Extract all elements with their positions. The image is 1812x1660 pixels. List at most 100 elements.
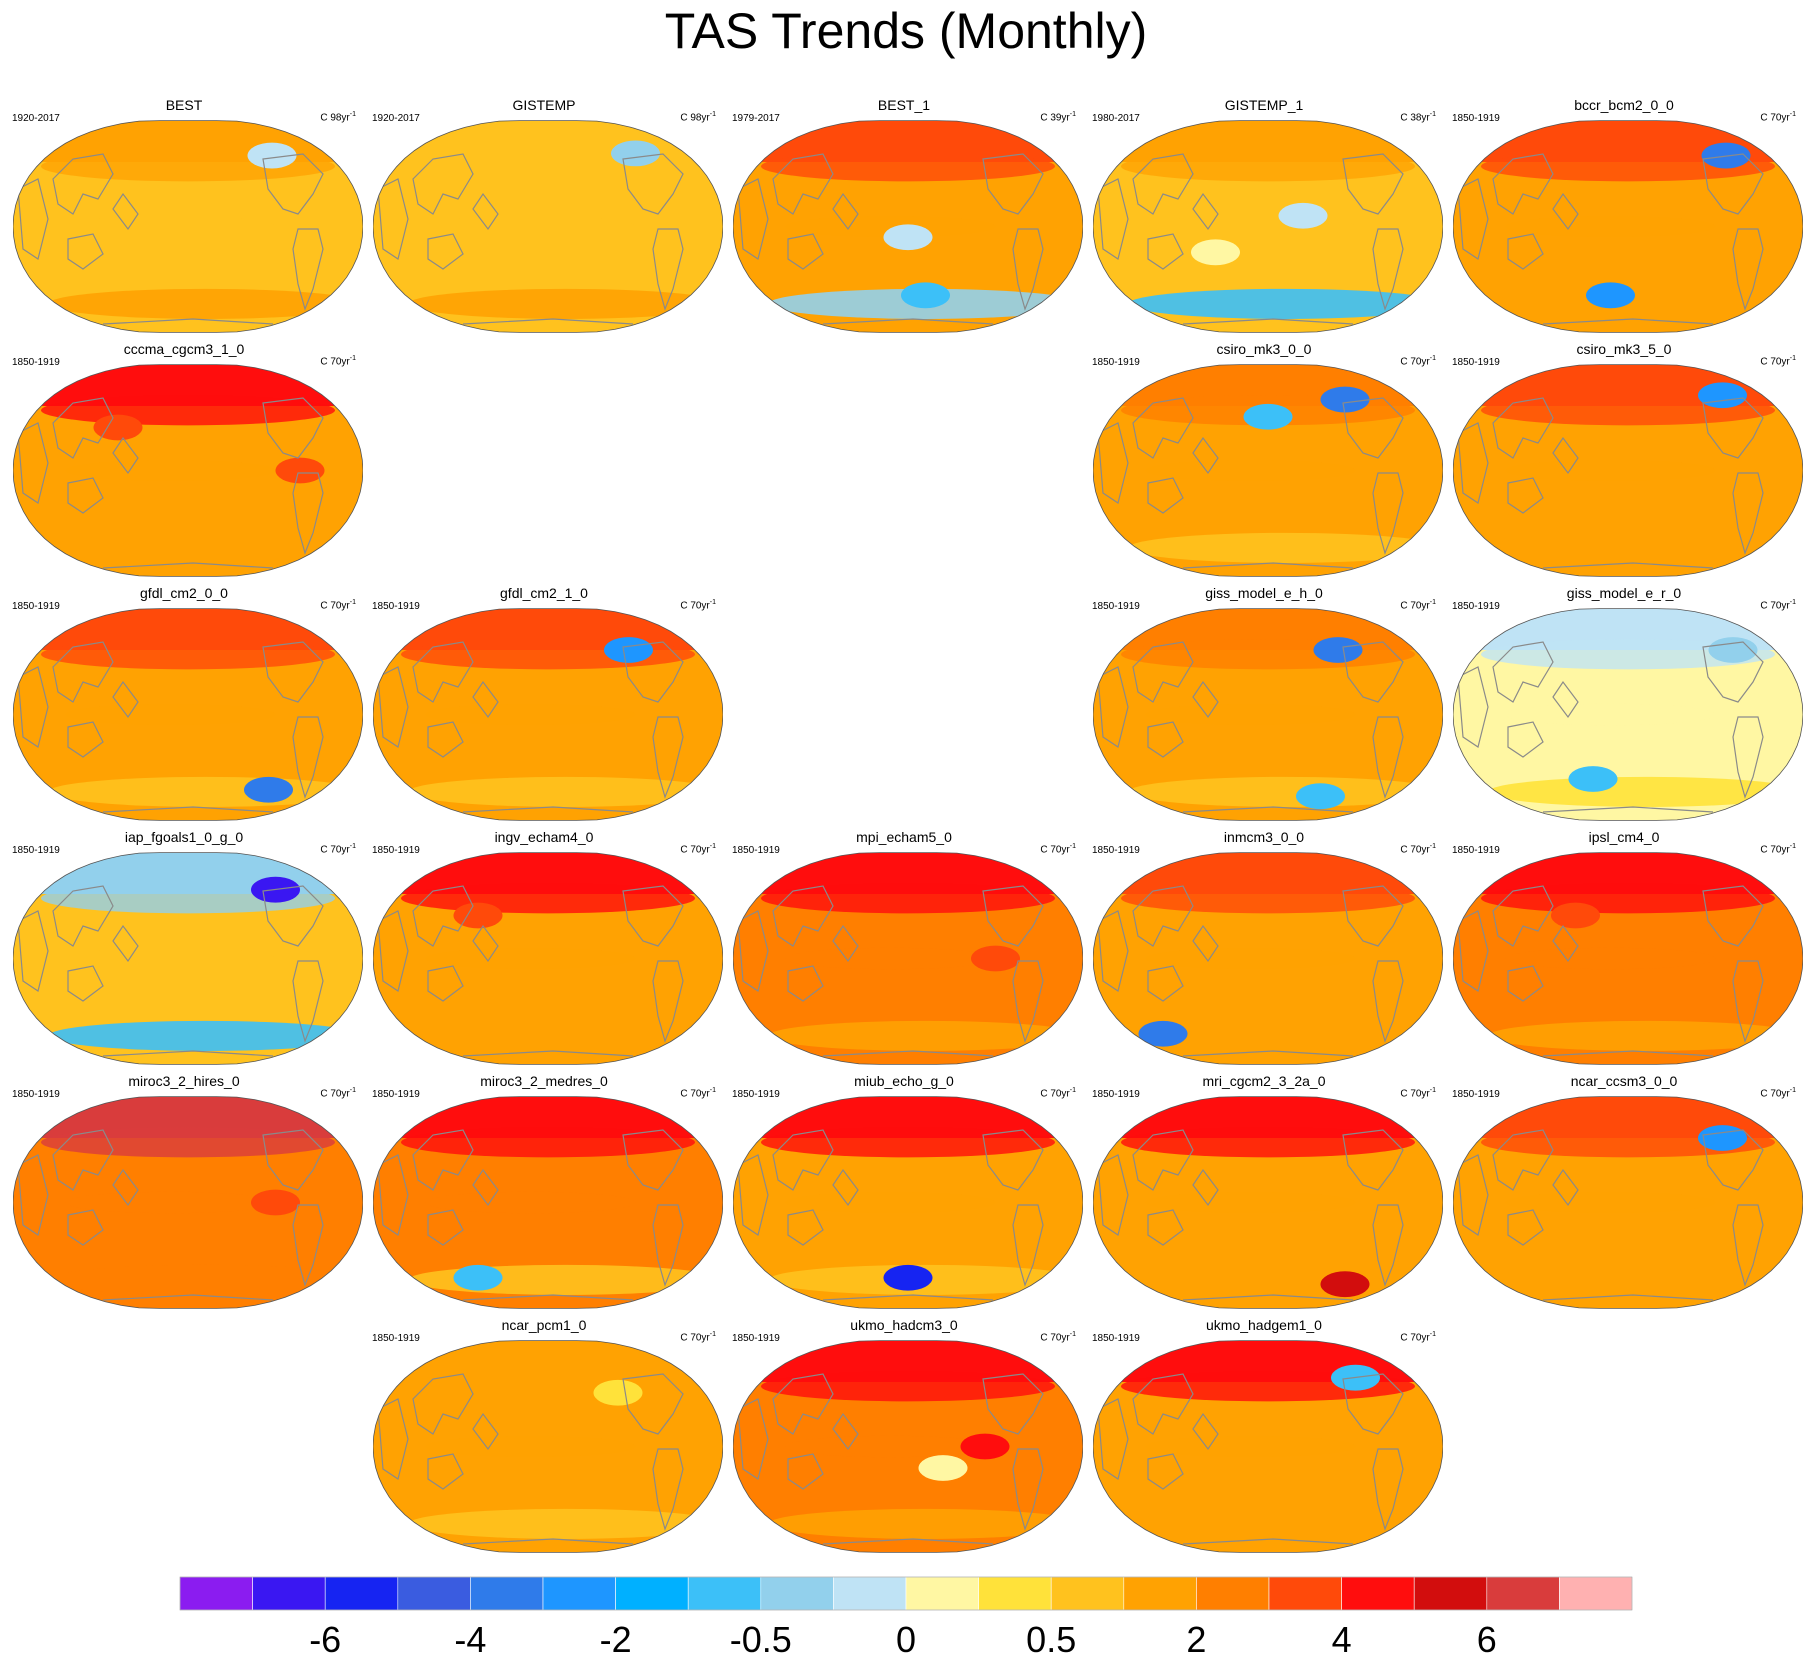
panel-period: 1850-1919 xyxy=(1452,1089,1500,1100)
panel-period: 1979-2017 xyxy=(732,113,780,124)
coastline xyxy=(622,153,684,215)
coastline xyxy=(427,721,464,758)
panel-units-exponent: -1 xyxy=(349,355,356,362)
coastline xyxy=(472,1412,499,1451)
coastline xyxy=(292,960,324,1043)
southern-ocean-band xyxy=(408,776,723,807)
coastline xyxy=(112,924,139,963)
panel-units-exponent: -1 xyxy=(1789,111,1796,118)
colorbar-swatch xyxy=(252,1576,326,1611)
coastline xyxy=(1192,680,1219,719)
coastline xyxy=(1182,1050,1354,1057)
panel-units-exponent: -1 xyxy=(1429,355,1436,362)
anomaly-blob xyxy=(453,902,503,929)
coastline xyxy=(52,1129,114,1191)
coastline xyxy=(67,1209,104,1246)
tropical-band xyxy=(425,703,636,726)
chart-title: TAS Trends (Monthly) xyxy=(664,3,1148,59)
panel-title: inmcm3_0_0 xyxy=(1223,829,1305,845)
map-panel: giss_model_e_h_0 1850-1919 C 70yr-1 xyxy=(1084,585,1444,825)
coastline xyxy=(1732,472,1764,555)
colorbar-tick-label: 0.5 xyxy=(1026,1619,1076,1660)
tropical-band xyxy=(425,1435,636,1458)
coastline xyxy=(52,641,114,703)
map-panel: gfdl_cm2_1_0 1850-1919 C 70yr-1 xyxy=(364,585,724,825)
panel-units-exponent: -1 xyxy=(709,111,716,118)
southern-ocean-band xyxy=(1128,1264,1443,1295)
arctic-band-edge xyxy=(761,1127,1055,1158)
arctic-band-edge xyxy=(1121,1127,1415,1158)
panel-period: 1850-1919 xyxy=(12,1089,60,1100)
anomaly-blob xyxy=(93,414,143,441)
coastline xyxy=(787,965,824,1002)
map-panel: ingv_echam4_0 1850-1919 C 70yr-1 xyxy=(364,829,724,1069)
coastline xyxy=(1182,1294,1354,1301)
coastline xyxy=(652,960,684,1043)
map-panel: csiro_mk3_0_0 1850-1919 C 70yr-1 xyxy=(1084,341,1444,581)
coastline xyxy=(102,806,274,813)
coastline xyxy=(1542,562,1714,569)
tropical-band xyxy=(785,1191,996,1214)
coastline xyxy=(1132,885,1194,947)
tropical-band xyxy=(1505,1191,1716,1214)
coastline xyxy=(17,666,49,748)
panel-period: 1850-1919 xyxy=(372,1333,420,1344)
coastline xyxy=(787,1453,824,1490)
coastline xyxy=(652,716,684,799)
panel-period: 1850-1919 xyxy=(1092,845,1140,856)
colorbar-tick-label: -2 xyxy=(600,1619,632,1660)
panel-units-text: C 70yr xyxy=(1400,356,1430,368)
panel-period: 1850-1919 xyxy=(732,1333,780,1344)
robinson-map xyxy=(1453,852,1803,1065)
panel-units-exponent: -1 xyxy=(349,111,356,118)
panel-title: cccma_cgcm3_1_0 xyxy=(123,341,245,357)
arctic-band-edge xyxy=(1121,151,1415,182)
panel-units-exponent: -1 xyxy=(349,1087,356,1094)
panel-title: BEST_1 xyxy=(877,97,931,113)
colorbar-swatch xyxy=(1268,1576,1342,1611)
robinson-map xyxy=(733,120,1083,333)
panel-units: C 70yr-1 xyxy=(1040,1087,1076,1099)
coastline xyxy=(1182,1538,1354,1545)
coastline xyxy=(1542,1050,1714,1057)
panel-title: mri_cgcm2_3_2a_0 xyxy=(1202,1073,1326,1089)
anomaly-blob xyxy=(971,945,1020,972)
map-panel: iap_fgoals1_0_g_0 1850-1919 C 70yr-1 xyxy=(4,829,364,1069)
coastline xyxy=(462,1294,634,1301)
coastline xyxy=(772,1129,834,1191)
coastline xyxy=(652,1204,684,1287)
coastline xyxy=(1097,422,1129,504)
robinson-map xyxy=(733,852,1083,1065)
coastline xyxy=(982,1373,1044,1435)
panel-units-exponent: -1 xyxy=(709,599,716,606)
panel-title: gfdl_cm2_0_0 xyxy=(140,585,228,601)
robinson-map xyxy=(1093,120,1443,333)
coastline xyxy=(737,1154,769,1236)
panel-title: GISTEMP_1 xyxy=(1224,97,1304,113)
panel-period: 1850-1919 xyxy=(1452,357,1500,368)
panel-period: 1850-1919 xyxy=(732,1089,780,1100)
anomaly-blob xyxy=(611,140,660,167)
anomaly-blob xyxy=(1586,282,1635,309)
coastline xyxy=(1372,960,1404,1043)
panel-units-text: C 70yr xyxy=(1400,844,1430,856)
panel-units-text: C 39yr xyxy=(1040,112,1070,124)
robinson-map xyxy=(13,852,363,1065)
coastline xyxy=(787,233,824,270)
anomaly-blob xyxy=(883,224,933,251)
panel-period: 1850-1919 xyxy=(372,845,420,856)
panel-units: C 70yr-1 xyxy=(1760,355,1796,367)
southern-ocean-band xyxy=(1488,532,1803,563)
map-panel: GISTEMP_1 1980-2017 C 38yr-1 xyxy=(1084,97,1444,337)
coastline xyxy=(1732,960,1764,1043)
tropical-band xyxy=(1505,703,1716,726)
colorbar-tick-label: -4 xyxy=(454,1619,486,1660)
panel-units: C 38yr-1 xyxy=(1400,111,1436,123)
coastline xyxy=(1507,233,1544,270)
coastline xyxy=(1132,153,1194,215)
panel-units-text: C 70yr xyxy=(680,600,710,612)
coastline xyxy=(1097,178,1129,260)
colorbar-swatch xyxy=(833,1576,907,1611)
coastline xyxy=(1012,1204,1044,1287)
map-panel: miroc3_2_hires_0 1850-1919 C 70yr-1 xyxy=(4,1073,364,1313)
